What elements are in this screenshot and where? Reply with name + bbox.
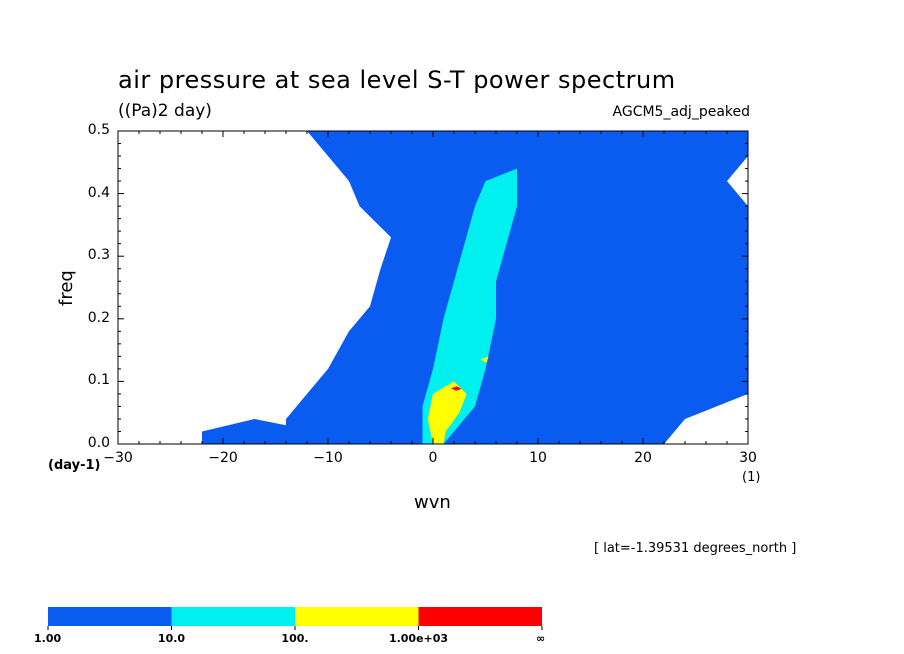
region-yellow-spot [480,356,489,363]
y-tick-label: 0.0 [87,435,110,451]
colorbar-swatch [295,607,419,626]
axis-ticks [117,130,749,445]
model-label: AGCM5_adj_peaked [612,104,750,120]
y-tick-label: 0.1 [87,372,110,389]
colorbar-label: 100. [281,632,309,645]
colorbar-swatch [171,607,295,626]
latitude-annotation: [ lat=-1.39531 degrees_north ] [594,541,797,556]
region-left-fringe [202,419,286,444]
x-tick-label: −20 [208,450,238,466]
colorbar-label: 1.00e+03 [388,632,449,645]
units-label: ((Pa)2 day) [118,101,212,121]
x-axis-label: wvn [414,492,451,513]
y-tick-label: 0.4 [87,184,110,201]
y-tick-label: 0.3 [87,247,110,264]
colorbar-label: 1.00 [34,632,62,645]
x-tick-label: −30 [103,450,133,466]
colorbar-swatch [418,607,542,626]
x-tick-label: 30 [739,450,757,466]
colorbar-swatch [48,607,172,626]
colorbar-label: ∞ [536,632,546,645]
colorbar-label: 10.0 [157,632,186,645]
y-tick-label: 0.2 [87,309,110,326]
x-tick-label: 10 [529,450,547,466]
region-cyan-core [422,168,517,444]
x-unit-left: (day-1) [48,458,101,473]
x-tick-label: −10 [313,450,343,466]
x-tick-label: 0 [428,450,438,466]
x-unit-right: (1) [742,470,761,485]
colorbar [47,607,543,630]
chart-title: air pressure at sea level S-T power spec… [118,66,676,94]
region-yellow-peak [427,381,467,444]
region-main-blue-band [286,131,748,444]
x-tick-label: 20 [634,450,652,466]
y-tick-label: 0.5 [87,122,110,138]
region-red-peak [450,386,462,391]
contour-regions [202,131,748,444]
